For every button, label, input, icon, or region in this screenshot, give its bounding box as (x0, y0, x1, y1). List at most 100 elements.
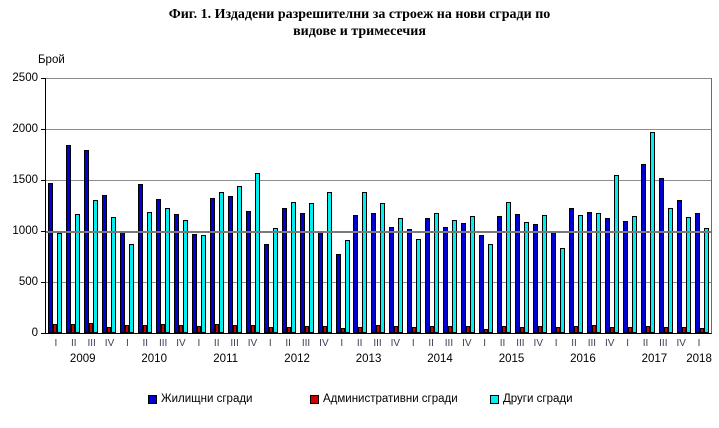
bar (416, 239, 422, 333)
bar-group-35 (676, 200, 691, 333)
bar (137, 184, 143, 333)
bar (335, 254, 341, 333)
bar (362, 192, 368, 333)
bar (569, 208, 575, 333)
bar-group-32 (623, 216, 637, 333)
bar (101, 195, 107, 333)
bar-group-28 (551, 231, 566, 333)
quarter-label: II (285, 338, 291, 349)
bar (106, 327, 111, 333)
bar (551, 231, 557, 333)
bar (623, 221, 628, 333)
bar-group-23 (461, 216, 476, 333)
bar (88, 323, 93, 333)
bar-group-36 (694, 213, 709, 333)
legend-swatch-administrative-icon (310, 394, 319, 404)
legend-swatch-residential-icon (148, 394, 157, 404)
bar (128, 244, 134, 333)
bar (484, 329, 489, 333)
bar-group-8 (191, 234, 206, 333)
year-label: 2014 (427, 353, 453, 365)
quarter-label: II (71, 338, 77, 349)
bar (466, 326, 471, 333)
bar (200, 235, 206, 333)
bar (245, 211, 251, 333)
bar (358, 327, 363, 333)
bar (470, 216, 476, 333)
bar (110, 217, 116, 333)
bar (448, 326, 453, 333)
y-axis-unit-label: Брой (38, 54, 65, 66)
bar (353, 215, 359, 333)
plot-area (45, 78, 712, 334)
quarter-label: I (483, 338, 487, 349)
bar (502, 326, 507, 333)
bar (685, 217, 691, 333)
bar-group-4 (119, 232, 134, 333)
y-tick-label: 1500 (12, 174, 38, 186)
bar (703, 228, 709, 333)
quarter-label: IV (462, 338, 472, 349)
bar (574, 326, 579, 333)
bar-group-25 (497, 202, 512, 333)
year-label: 2013 (355, 353, 382, 365)
bar (699, 328, 704, 333)
year-label: 2012 (284, 353, 310, 365)
bar (196, 326, 201, 333)
bar (48, 183, 53, 333)
y-tick-mark (41, 129, 45, 130)
bar (326, 192, 332, 333)
quarter-label: II (213, 338, 220, 349)
bar (83, 150, 89, 333)
quarter-label: II (499, 338, 506, 349)
bar-group-11 (245, 173, 260, 333)
bar (74, 214, 80, 333)
bar (694, 213, 700, 333)
quarter-label: III (87, 338, 96, 349)
quarter-label: II (428, 338, 434, 349)
bar (290, 202, 296, 333)
bar-group-24 (479, 235, 494, 333)
bar-group-17 (353, 192, 368, 333)
bar (268, 327, 273, 333)
legend-swatch-other-icon (490, 394, 499, 404)
quarter-label: IV (676, 338, 686, 349)
gridline-500 (46, 282, 711, 283)
bar-group-5 (137, 184, 152, 333)
bar (614, 175, 620, 333)
bar (286, 327, 291, 333)
quarter-label: II (142, 338, 149, 349)
bar-group-27 (533, 215, 548, 333)
bar-group-29 (569, 208, 584, 333)
quarter-label: IV (390, 338, 401, 349)
quarter-label: II (642, 338, 649, 349)
quarter-label: I (554, 338, 558, 349)
gridline-1500 (46, 180, 711, 181)
bar (250, 325, 255, 333)
bar (281, 208, 287, 333)
quarter-label: IV (533, 338, 544, 349)
bar (632, 216, 637, 333)
legend-item-administrative: Административни сгради (310, 393, 458, 405)
bar (628, 327, 632, 333)
bar-group-3 (101, 195, 116, 333)
bar (681, 327, 686, 333)
bar (178, 325, 183, 333)
bar (605, 218, 611, 333)
chart-title-line2: видове и тримесечия (293, 24, 426, 39)
bar (191, 234, 197, 333)
bar-group-13 (281, 202, 296, 333)
bar (218, 192, 224, 333)
y-tick-label: 500 (18, 276, 38, 288)
bar (214, 324, 219, 333)
bar (146, 212, 152, 333)
quarter-label: III (659, 338, 668, 349)
bar (70, 324, 75, 333)
gridline-2000 (46, 129, 711, 130)
bar (430, 326, 435, 333)
bar (667, 208, 673, 333)
bar (560, 248, 566, 333)
quarter-label: III (373, 338, 382, 349)
bar (488, 244, 494, 333)
